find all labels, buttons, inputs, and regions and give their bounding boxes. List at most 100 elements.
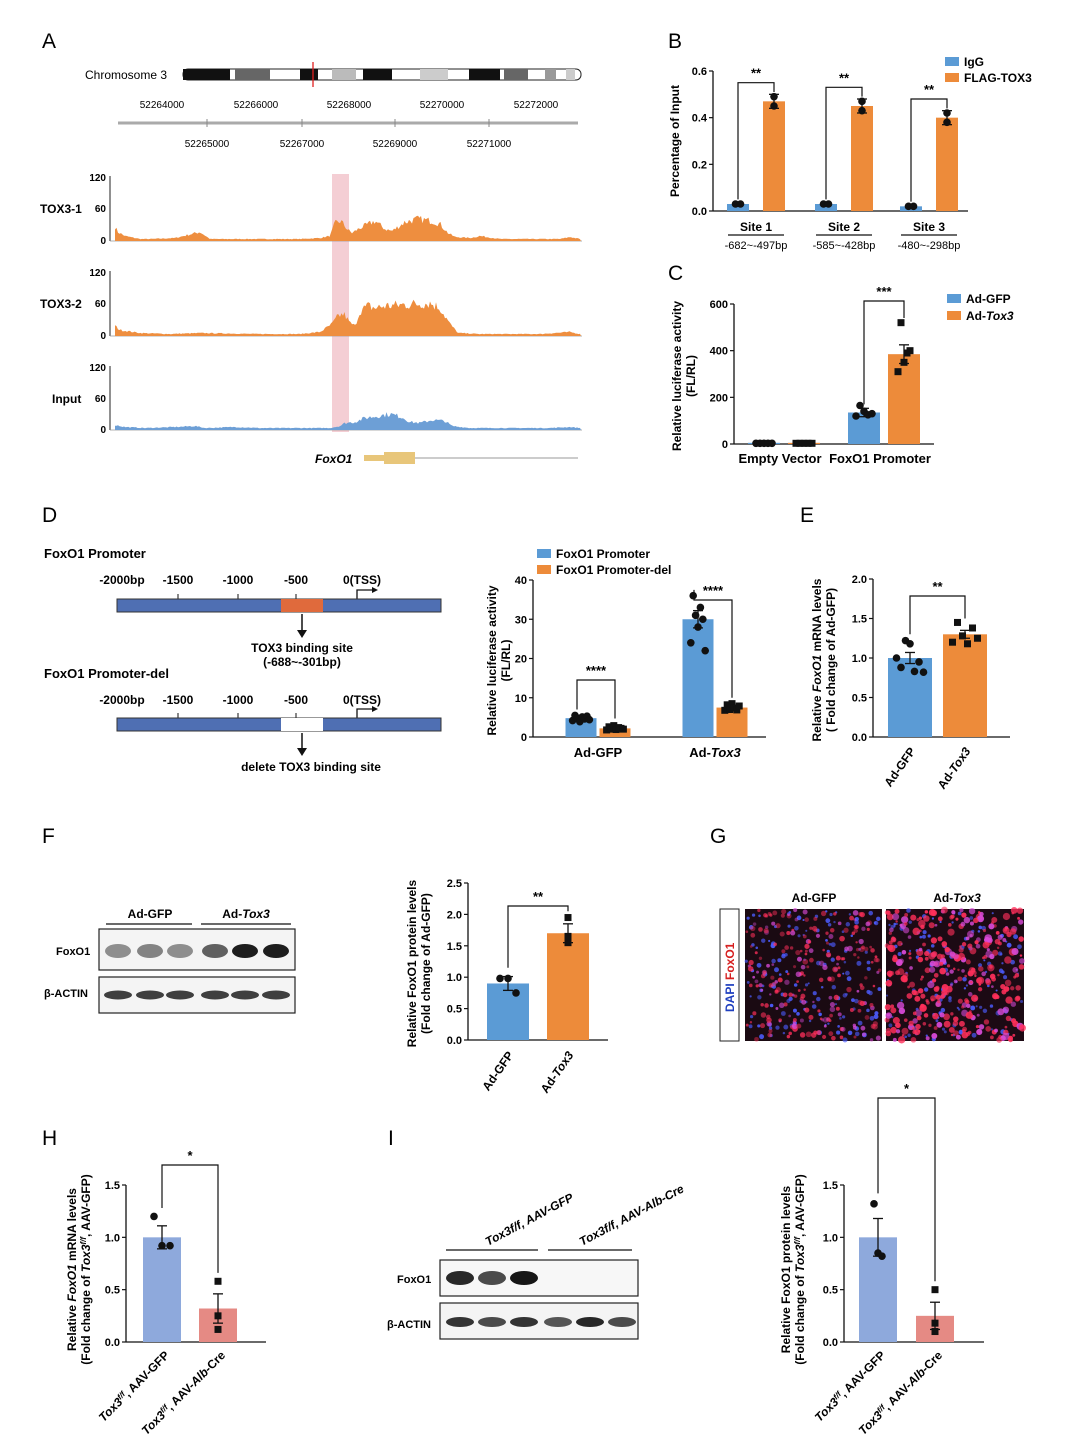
foxo1-signal <box>1010 1001 1017 1007</box>
foxo1-signal <box>924 910 929 914</box>
foxo1-signal <box>969 933 973 938</box>
blot-i-row2: β-ACTIN <box>387 1319 431 1331</box>
dapi-nucleus <box>805 929 808 932</box>
foxo1-signal <box>788 1014 792 1018</box>
foxo1-signal <box>948 1026 955 1033</box>
foxo1-signal <box>927 981 935 989</box>
position-label: -2000bp <box>99 693 144 707</box>
data-point <box>852 412 860 420</box>
data-point <box>808 439 816 447</box>
data-point <box>770 102 778 110</box>
foxo1-signal <box>760 1012 767 1018</box>
data-point <box>721 706 729 714</box>
foxo1-signal <box>1004 956 1012 964</box>
foxo1-signal <box>822 1017 829 1023</box>
foxo1-signal <box>773 942 777 947</box>
foxo1-signal <box>957 998 963 1004</box>
dapi-nucleus <box>786 998 791 1004</box>
foxo1-signal <box>925 1036 930 1041</box>
foxo1-signal <box>955 917 959 921</box>
foxo1-signal <box>795 949 801 956</box>
blot-band <box>105 944 131 958</box>
foxo1-signal <box>894 908 900 914</box>
positions-bottom: -2000bp -1500 -1000 -500 0(TSS) <box>99 693 381 718</box>
foxo1-signal <box>1002 1006 1010 1014</box>
dapi-nucleus <box>1001 970 1005 974</box>
bar <box>943 634 987 737</box>
foxo1-signal <box>884 910 890 915</box>
chromosome-band <box>183 69 230 80</box>
foxo1-signal <box>808 1014 814 1020</box>
dapi-nucleus <box>866 1008 870 1013</box>
y-tick-label: 0.5 <box>105 1285 120 1297</box>
y-axis-label: Relative FoxO1 protein levels <box>779 1185 793 1353</box>
dapi-nucleus <box>846 976 852 982</box>
foxo1-signal <box>793 965 797 969</box>
foxo1-signal <box>829 1006 836 1013</box>
foxo1-signal <box>813 1030 818 1035</box>
foxo1-signal <box>856 989 860 993</box>
y-tick-label: 1.0 <box>823 1232 838 1244</box>
foxo1-signal <box>1010 986 1015 991</box>
x-category-label: FoxO1 Promoter <box>829 451 931 466</box>
foxo1-signal <box>764 925 769 929</box>
promoter-title: FoxO1 Promoter <box>44 546 146 561</box>
data-point <box>696 603 705 612</box>
data-point <box>897 663 905 672</box>
dapi-nucleus <box>924 987 929 992</box>
significance-bracket <box>909 595 966 635</box>
significance-bracket <box>825 86 863 200</box>
significance-label: ** <box>533 889 544 904</box>
track-input: Input 120 60 0 <box>52 363 582 436</box>
x-category-label: Ad-Tox3 <box>538 1048 577 1095</box>
foxo1-signal <box>836 962 839 966</box>
coordinate-label: 52269000 <box>373 139 418 150</box>
foxo1-signal <box>796 980 799 984</box>
chromosome-band <box>420 69 448 80</box>
x-category-label: Ad-GFP <box>881 745 918 790</box>
foxo1-signal <box>1004 979 1012 987</box>
foxo1-signal <box>961 1005 965 1009</box>
blot-i-bands <box>446 1271 636 1327</box>
legend-swatch <box>945 57 959 66</box>
foxo1-signal <box>769 913 773 917</box>
significance-label: ** <box>751 66 762 81</box>
foxo1-signal <box>986 948 990 952</box>
data-point <box>166 1241 174 1250</box>
binding-site-range: (-688~-301bp) <box>263 655 341 669</box>
foxo1-signal <box>951 910 956 915</box>
foxo1-signal <box>840 1026 846 1032</box>
dapi-nucleus <box>751 943 755 947</box>
foxo1-signal <box>775 1007 779 1010</box>
dapi-nucleus <box>794 926 799 931</box>
foxo1-signal <box>949 983 953 987</box>
x-category-label: Site 3 <box>913 220 945 234</box>
foxo1-signal <box>971 994 979 1002</box>
dapi-nucleus <box>864 950 868 954</box>
foxo1-signal <box>812 1000 815 1004</box>
foxo1-signal <box>781 949 786 954</box>
significance-bracket <box>737 82 775 200</box>
foxo1-signal <box>985 979 992 986</box>
foxo1-signal <box>853 925 858 929</box>
dapi-nucleus <box>833 920 836 924</box>
dapi-nucleus <box>1010 959 1015 965</box>
data-point <box>954 618 961 626</box>
dapi-nucleus <box>816 960 821 966</box>
dapi-nucleus <box>830 942 836 948</box>
foxo1-signal <box>958 945 962 949</box>
foxo1-signal <box>768 1029 773 1033</box>
foxo1-signal <box>965 936 970 941</box>
dapi-nucleus <box>897 952 902 957</box>
data-point <box>158 1241 166 1250</box>
foxo1-signal <box>933 986 940 992</box>
foxo1-signal <box>977 987 983 992</box>
foxo1-signal <box>802 934 807 939</box>
significance-label: ** <box>932 579 943 594</box>
chromosome-band <box>332 69 356 80</box>
foxo1-signal <box>934 923 938 927</box>
foxo1-signal <box>754 1036 759 1042</box>
foxo1-signal <box>953 1016 959 1022</box>
dapi-nucleus <box>842 1037 848 1043</box>
foxo1-signal <box>969 947 977 955</box>
